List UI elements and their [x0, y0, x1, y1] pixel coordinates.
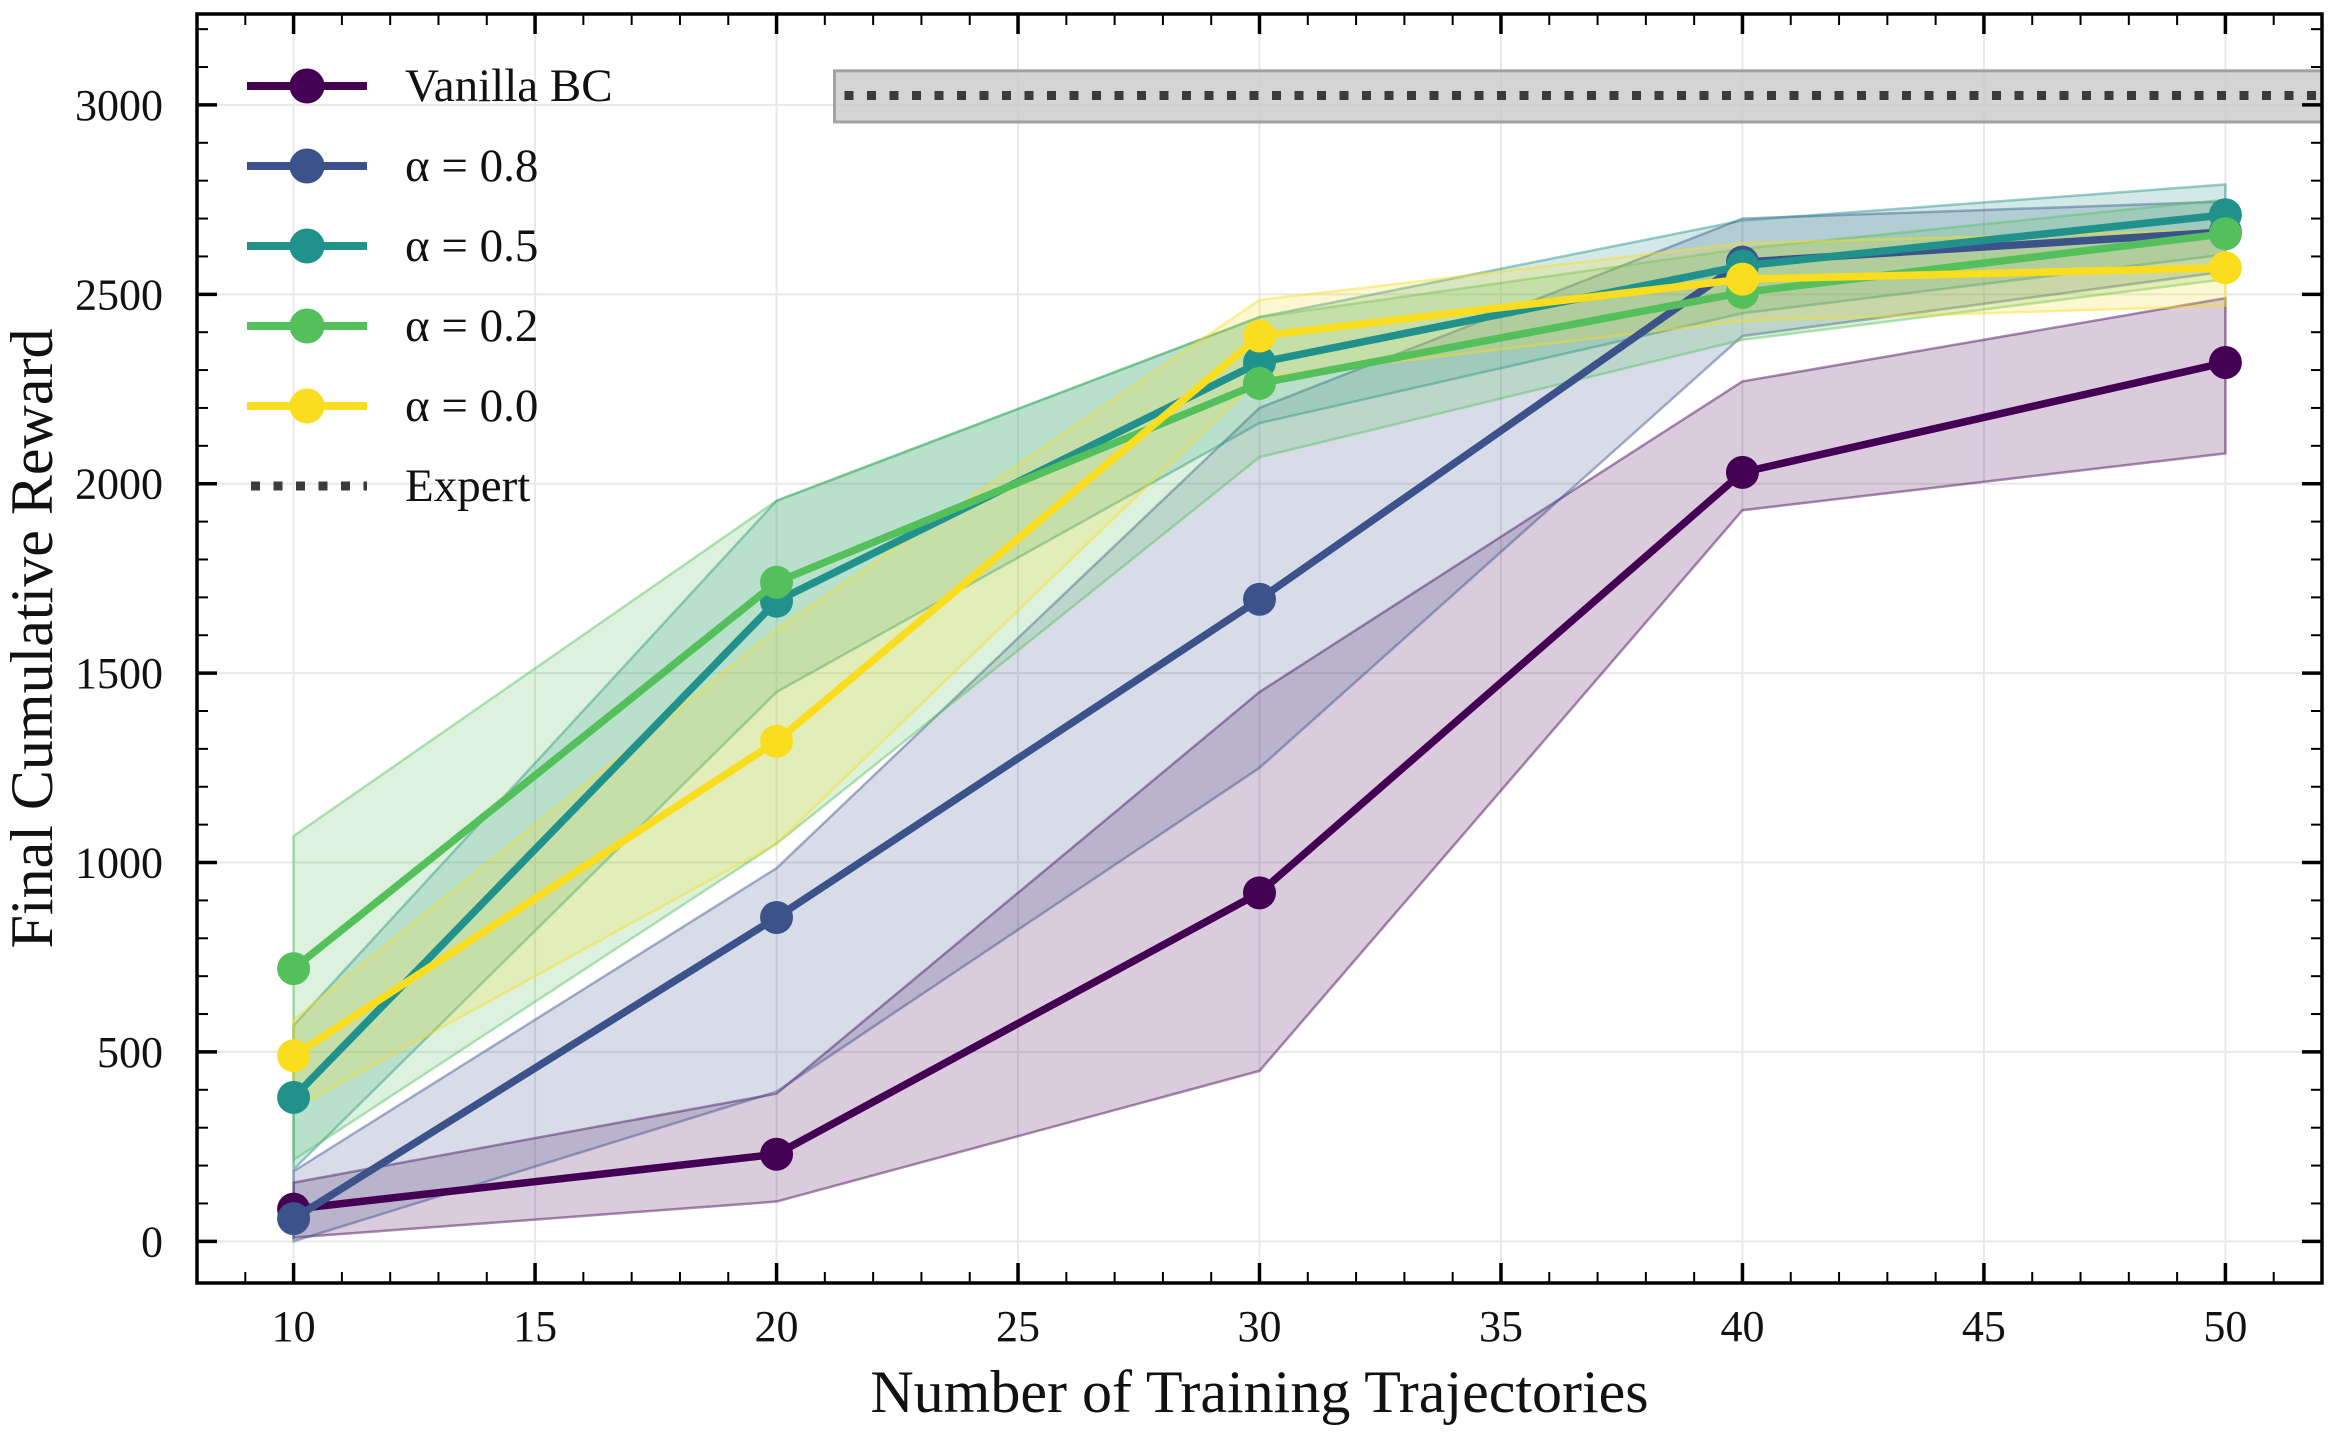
- line-dot-icon: [247, 68, 367, 104]
- legend-label: α = 0.5: [405, 219, 539, 272]
- tick-label: 25: [996, 1302, 1040, 1351]
- data-point: [1243, 366, 1276, 400]
- tick-label: 30: [1238, 1302, 1282, 1351]
- tick-label: 35: [1479, 1302, 1523, 1351]
- data-point: [1725, 455, 1759, 489]
- line-dot-icon: [247, 148, 367, 184]
- x-axis-title: Number of Training Trajectories: [870, 1359, 1648, 1425]
- tick-label: 3000: [75, 81, 163, 130]
- band-4: [292, 228, 2227, 1111]
- data-point: [760, 1137, 794, 1171]
- legend-label: α = 0.2: [405, 299, 539, 352]
- tick-label: 2000: [75, 460, 163, 509]
- legend-row-expert: Expert: [243, 446, 613, 526]
- data-point: [277, 952, 311, 986]
- legend-row-alpha-0-8: α = 0.8: [243, 126, 613, 206]
- series-layer: [277, 198, 2242, 1236]
- legend-label: Expert: [405, 459, 531, 512]
- data-point: [2208, 217, 2242, 251]
- data-point: [760, 565, 794, 599]
- line-dot-icon: [247, 308, 367, 344]
- data-point: [277, 1039, 311, 1073]
- tick-label: 15: [513, 1302, 557, 1351]
- tick-label: 2500: [75, 270, 163, 319]
- tick-label: 50: [2203, 1302, 2247, 1351]
- legend: Vanilla BC α = 0.8 α = 0.5 α = 0.2: [243, 46, 613, 526]
- tick-label: 40: [1720, 1302, 1764, 1351]
- legend-row-alpha-0-0: α = 0.0: [243, 366, 613, 446]
- tick-label: 45: [1962, 1302, 2006, 1351]
- data-point: [2208, 251, 2242, 285]
- tick-labels-layer: 10 15 20 25 30 35 40 45 500500100015002000250030…: [0, 81, 2247, 1425]
- dotted-line-icon: [251, 481, 367, 491]
- expert-layer: [833, 69, 2324, 124]
- data-point: [2208, 346, 2242, 380]
- tick-label: 1500: [75, 649, 163, 698]
- expert-band: [833, 69, 2324, 124]
- legend-label: α = 0.0: [405, 379, 539, 432]
- data-point: [277, 1080, 311, 1114]
- data-point: [1243, 582, 1276, 616]
- line-dot-icon: [247, 388, 367, 424]
- data-point: [1243, 876, 1276, 910]
- legend-row-vanilla-bc: Vanilla BC: [243, 46, 613, 126]
- tick-label: 500: [97, 1028, 163, 1077]
- tick-label: 10: [272, 1302, 316, 1351]
- legend-row-alpha-0-2: α = 0.2: [243, 286, 613, 366]
- data-point: [1725, 262, 1759, 296]
- band-0: [292, 296, 2227, 1239]
- legend-row-alpha-0-5: α = 0.5: [243, 206, 613, 286]
- axes-layer: [195, 12, 2324, 1285]
- tick-label: 1000: [75, 839, 163, 888]
- grid-layer: [197, 14, 2322, 1283]
- line-dot-icon: [247, 228, 367, 264]
- data-point: [760, 900, 794, 934]
- legend-label: α = 0.8: [405, 139, 539, 192]
- tick-label: 0: [141, 1217, 163, 1266]
- y-axis-title: Final Cumulative Reward: [0, 329, 65, 949]
- data-point: [1243, 319, 1276, 353]
- data-point: [760, 724, 794, 758]
- legend-label: Vanilla BC: [405, 59, 613, 112]
- tick-label: 20: [755, 1302, 799, 1351]
- data-point: [277, 1202, 311, 1236]
